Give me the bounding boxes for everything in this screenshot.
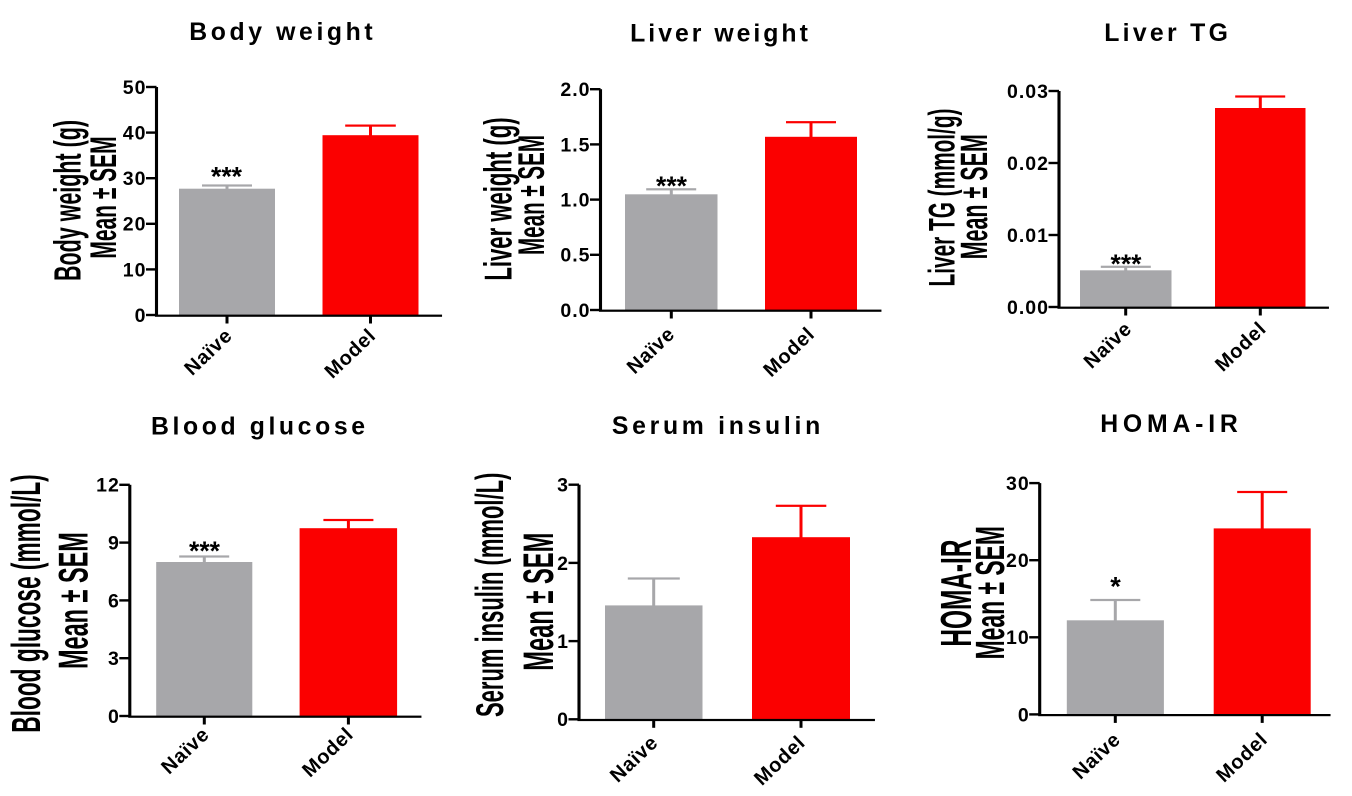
svg-text:0.00: 0.00	[1007, 297, 1049, 319]
svg-text:Model: Model	[750, 732, 810, 790]
svg-text:10: 10	[1006, 627, 1030, 649]
svg-text:Body weight: Body weight	[189, 19, 376, 46]
svg-text:Model: Model	[1211, 318, 1271, 376]
svg-text:Naïve: Naïve	[1069, 729, 1126, 784]
svg-text:Liver TG (mmol/g): Liver TG (mmol/g)	[922, 109, 963, 287]
svg-text:40: 40	[123, 123, 147, 145]
svg-text:0.03: 0.03	[1007, 81, 1049, 103]
svg-text:Liver weight: Liver weight	[630, 21, 811, 48]
svg-text:Serum insulin (mmol/L): Serum insulin (mmol/L)	[467, 473, 511, 717]
svg-text:Naïve: Naïve	[1080, 318, 1137, 373]
svg-text:30: 30	[1006, 473, 1030, 495]
svg-text:Model: Model	[321, 325, 381, 383]
svg-text:0: 0	[135, 305, 147, 327]
svg-text:2.0: 2.0	[560, 79, 590, 101]
svg-text:0.02: 0.02	[1007, 153, 1049, 175]
svg-text:0: 0	[557, 709, 569, 731]
svg-text:20: 20	[123, 214, 147, 236]
svg-text:Model: Model	[759, 323, 819, 381]
svg-text:Liver weight (g): Liver weight (g)	[476, 117, 520, 280]
svg-text:20: 20	[1006, 550, 1030, 572]
svg-text:Mean ± SEM: Mean ± SEM	[84, 136, 125, 258]
svg-text:3: 3	[108, 648, 120, 670]
svg-text:0.5: 0.5	[560, 245, 590, 267]
svg-text:1.0: 1.0	[560, 190, 590, 212]
svg-text:***: ***	[656, 171, 688, 201]
svg-text:1: 1	[557, 631, 569, 653]
svg-text:Naïve: Naïve	[623, 323, 680, 378]
svg-text:0: 0	[108, 706, 120, 728]
svg-text:Blood glucose: Blood glucose	[151, 414, 369, 441]
svg-text:10: 10	[123, 259, 147, 281]
svg-text:HOMA-IR: HOMA-IR	[933, 540, 981, 647]
svg-text:Model: Model	[298, 723, 358, 781]
svg-text:***: ***	[1111, 249, 1143, 279]
svg-text:9: 9	[108, 533, 120, 555]
svg-text:Serum insulin: Serum insulin	[612, 413, 824, 440]
svg-text:2: 2	[557, 553, 569, 575]
svg-text:Blood glucose (mmol/L): Blood glucose (mmol/L)	[3, 474, 49, 732]
svg-text:***: ***	[189, 536, 221, 566]
svg-text:0.0: 0.0	[560, 300, 590, 322]
svg-text:1.5: 1.5	[560, 134, 590, 156]
svg-text:Mean ± SEM: Mean ± SEM	[968, 526, 1014, 659]
svg-text:0: 0	[1018, 704, 1030, 726]
svg-text:6: 6	[108, 590, 120, 612]
svg-text:*: *	[1110, 572, 1121, 602]
svg-text:12: 12	[96, 475, 120, 497]
svg-text:Liver TG: Liver TG	[1104, 20, 1231, 47]
svg-text:Mean ± SEM: Mean ± SEM	[50, 532, 97, 669]
svg-text:Mean ± SEM: Mean ± SEM	[516, 533, 563, 671]
svg-text:Naïve: Naïve	[606, 732, 663, 787]
svg-text:Mean ± SEM: Mean ± SEM	[512, 135, 553, 255]
svg-text:50: 50	[123, 77, 147, 99]
svg-text:Model: Model	[1212, 729, 1272, 787]
svg-text:Naïve: Naïve	[157, 723, 214, 778]
svg-text:30: 30	[123, 168, 147, 190]
svg-text:0.01: 0.01	[1007, 225, 1049, 247]
svg-text:HOMA-IR: HOMA-IR	[1100, 411, 1242, 438]
svg-text:Body weight (g): Body weight (g)	[46, 120, 89, 281]
svg-text:Mean ± SEM: Mean ± SEM	[952, 134, 995, 259]
svg-text:Naïve: Naïve	[180, 325, 237, 380]
svg-text:3: 3	[557, 475, 569, 497]
svg-text:***: ***	[211, 162, 243, 192]
